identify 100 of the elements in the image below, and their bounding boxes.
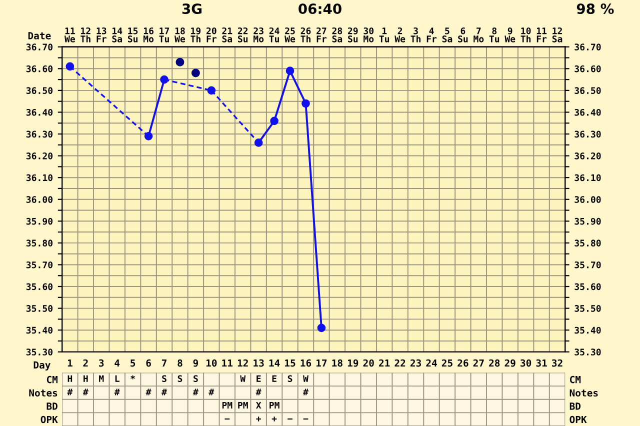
x-tick-label: 27 — [473, 359, 484, 367]
y-tick-label: 36.70 — [26, 44, 53, 50]
x-tick-label: 9 — [193, 359, 198, 367]
x-tick-label: 19 — [348, 359, 358, 367]
x-tick-label: 7 Mo — [474, 28, 484, 42]
x-tick-label: 13 — [254, 359, 264, 367]
x-tick-label: 2 We — [394, 27, 406, 42]
y-tick-label: 35.30 — [26, 348, 53, 356]
y2-tick-label: 35.50 — [574, 305, 601, 312]
x-axis-title: Date — [28, 32, 51, 40]
x-tick-label: 22 — [394, 359, 406, 367]
y2-tick-label: 35.70 — [574, 261, 601, 268]
x-tick-label: 31 — [536, 359, 547, 367]
point — [317, 324, 326, 332]
x-tick-label: 19 Th — [190, 28, 201, 42]
x-tick-label: 3 Th — [410, 27, 420, 42]
text: L — [115, 375, 120, 382]
x-axis-title: Day — [34, 361, 50, 371]
text: # — [256, 388, 262, 396]
text: # — [303, 388, 308, 396]
text: H — [68, 375, 72, 382]
y2-tick-label: 36.40 — [574, 108, 601, 116]
text: # — [208, 388, 214, 396]
point — [254, 138, 263, 147]
x-tick-label: 11 We — [64, 28, 76, 42]
y-tick-label: 35.80 — [26, 240, 53, 246]
y-tick-label: 35.70 — [26, 261, 53, 268]
x-tick-label: 22 Su — [238, 27, 248, 42]
text: * — [130, 375, 135, 380]
y2-tick-label: 36.20 — [574, 152, 601, 160]
text: PM — [270, 402, 280, 409]
text: # — [146, 388, 152, 396]
x-tick-label: 18 — [332, 359, 342, 367]
y2-tick-label: 35.60 — [574, 283, 601, 290]
text: E — [272, 375, 276, 382]
x-tick-label: 26 — [458, 359, 468, 367]
x-tick-label: 27 Fr — [316, 27, 327, 42]
x-tick-label: 12 Sa — [552, 27, 562, 42]
text: # — [192, 388, 198, 396]
x-tick-label: 11 Fr — [536, 28, 547, 42]
x-tick-label: 4 — [114, 359, 120, 367]
text: E — [256, 375, 261, 382]
text: 06:40 — [298, 4, 342, 14]
x-tick-label: 5 — [130, 359, 136, 367]
text: PM — [238, 402, 248, 409]
y-tick-label: 36.50 — [26, 87, 53, 94]
text: + — [272, 416, 277, 422]
x-tick-label: 26 Th — [300, 27, 311, 42]
x-tick-label: 1 Tu — [379, 28, 390, 42]
x-tick-label: 10 Th — [520, 27, 531, 42]
text: # — [114, 388, 120, 396]
category-label: Notes — [29, 389, 58, 397]
x-tick-label: 28 Sa — [332, 27, 342, 42]
x-tick-label: 28 — [489, 359, 500, 367]
x-tick-label: 7 — [162, 359, 166, 367]
text: M — [99, 375, 104, 382]
x-tick-label: 17 Tu — [159, 28, 170, 42]
y-tick-label: 36.00 — [26, 196, 53, 203]
x-tick-label: 16 — [300, 359, 312, 367]
x-tick-label: 15 Su — [128, 28, 138, 42]
text: W — [240, 375, 246, 382]
category-label: OPK — [40, 416, 58, 424]
x-tick-label: 24 — [426, 359, 437, 367]
text: PM — [222, 402, 232, 409]
text: # — [67, 388, 73, 396]
y-tick-label: 36.20 — [26, 152, 53, 160]
y2-tick-label: 35.40 — [574, 326, 601, 334]
x-tick-label: 11 — [222, 359, 233, 367]
category-label: CM — [46, 376, 58, 384]
y2-tick-label: 36.10 — [574, 174, 601, 182]
x-tick-label: 15 — [285, 359, 296, 367]
x-tick-label: 10 — [206, 359, 217, 367]
category-label: BD — [46, 402, 58, 410]
x-tick-label: 12 Th — [80, 27, 90, 42]
x-tick-label: 6 Su — [458, 27, 468, 42]
y2-tick-label: 35.90 — [574, 218, 601, 225]
text: # — [162, 388, 167, 396]
text: S — [178, 375, 182, 382]
y-tick-label: 35.60 — [26, 283, 53, 290]
x-tick-label: 24 Tu — [269, 27, 280, 42]
x-tick-label: 17 — [316, 359, 327, 367]
y-tick-label: 36.30 — [26, 130, 53, 138]
x-tick-label: 2 — [83, 359, 88, 367]
text: + — [256, 416, 261, 422]
y-tick-label: 35.90 — [26, 218, 53, 225]
text: − — [288, 418, 292, 420]
text: − — [303, 418, 308, 420]
y2-tick-label: 35.80 — [574, 240, 601, 246]
x-tick-label: 4 Fr — [426, 28, 437, 42]
point — [270, 116, 278, 126]
point — [160, 75, 168, 84]
point — [66, 62, 74, 71]
x-tick-label: 29 — [504, 359, 516, 367]
text: W — [303, 375, 308, 382]
y-tick-label: 36.40 — [26, 108, 53, 116]
point — [302, 99, 310, 108]
x-tick-label: 8 — [178, 359, 182, 367]
y2-tick-label: 36.30 — [574, 130, 601, 138]
x-tick-label: 14 — [269, 359, 280, 367]
y-tick-label: 35.40 — [26, 326, 53, 334]
